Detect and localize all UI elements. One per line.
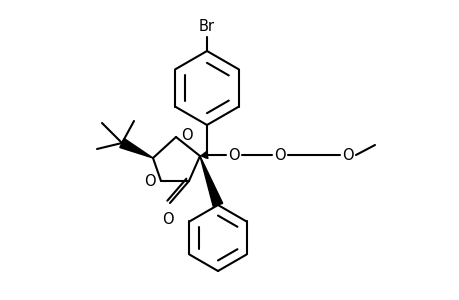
Text: O: O bbox=[144, 175, 156, 190]
Polygon shape bbox=[200, 156, 222, 207]
Text: O: O bbox=[274, 148, 285, 163]
Polygon shape bbox=[119, 139, 153, 158]
Text: Br: Br bbox=[199, 19, 214, 34]
Text: O: O bbox=[341, 148, 353, 163]
Text: O: O bbox=[162, 212, 174, 227]
Text: O: O bbox=[228, 148, 239, 163]
Text: O: O bbox=[180, 128, 192, 143]
